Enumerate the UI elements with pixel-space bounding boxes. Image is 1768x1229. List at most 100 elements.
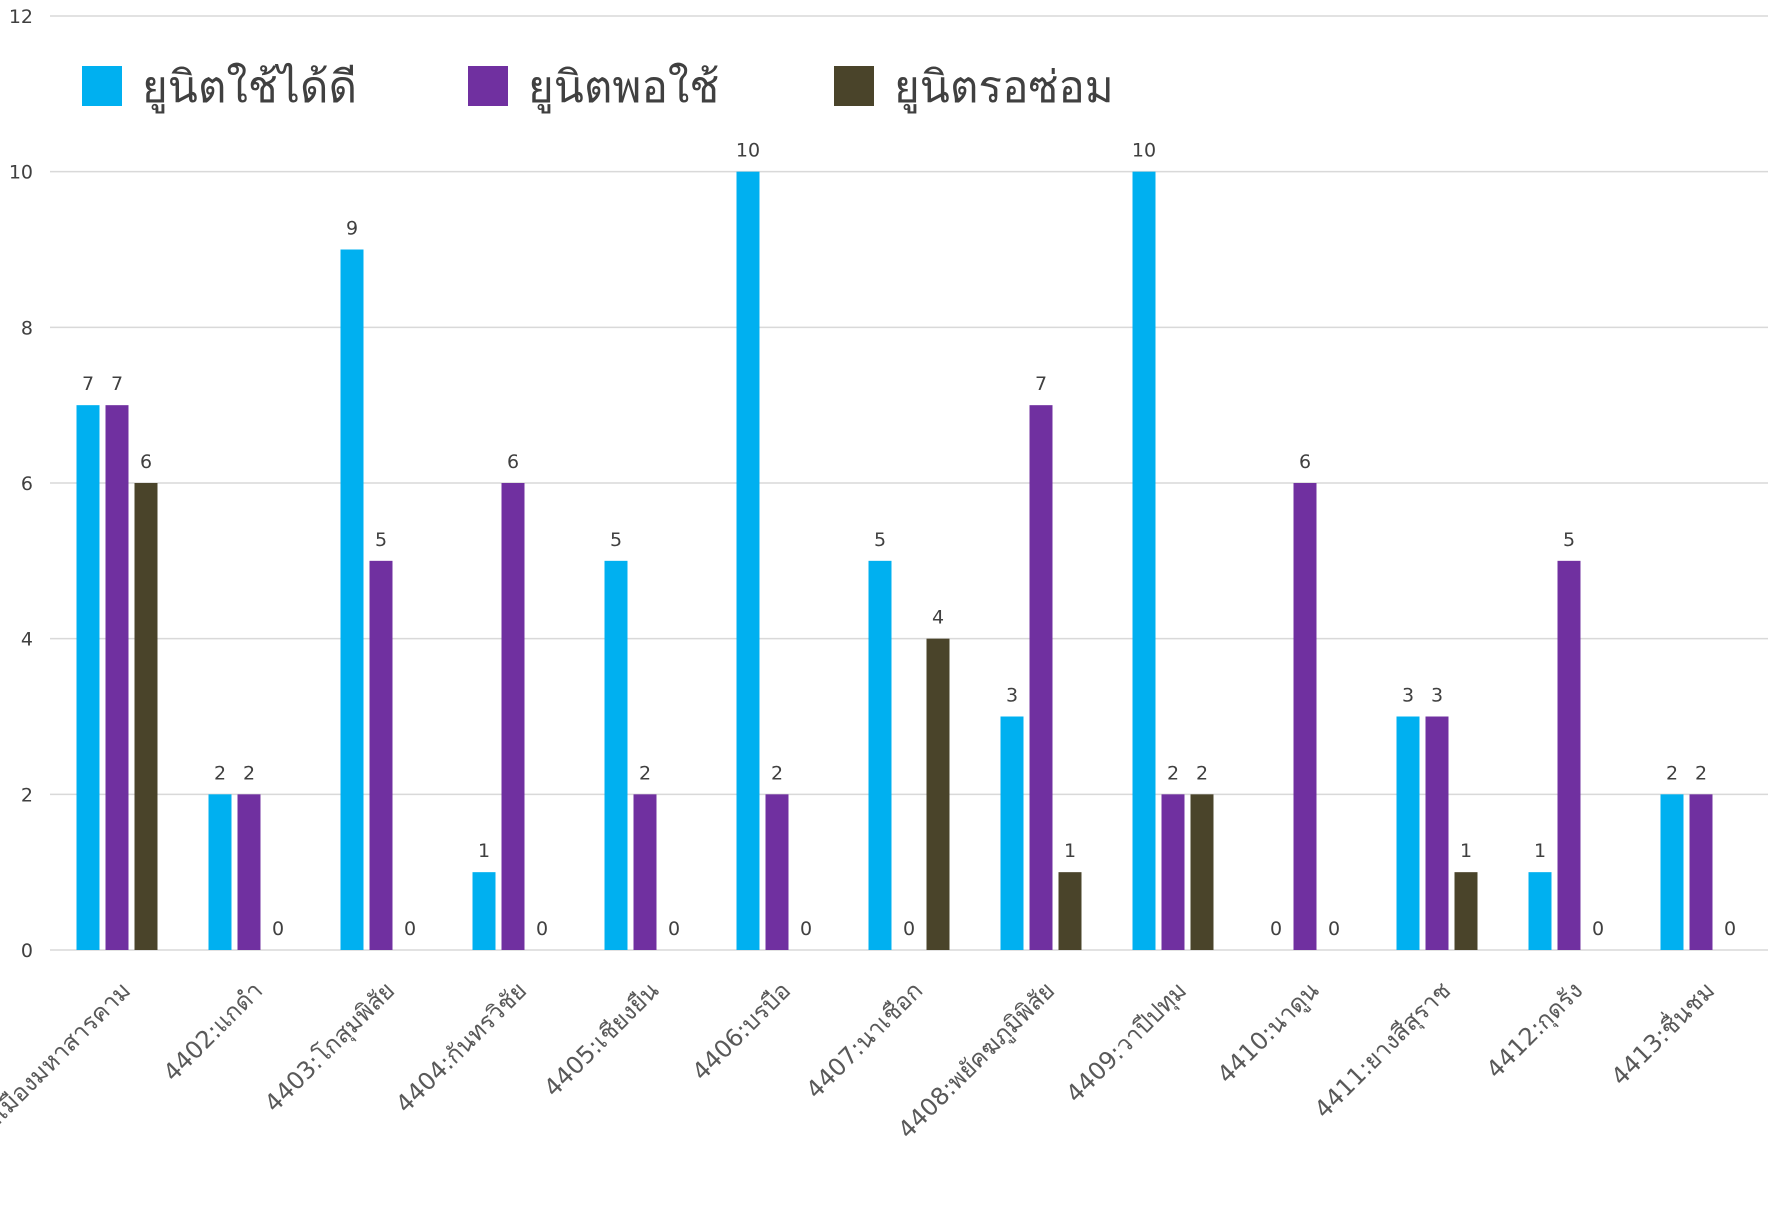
data-label: 5: [1563, 529, 1575, 551]
data-label: 5: [610, 529, 622, 551]
category-label: 4412:กุดรัง: [1481, 976, 1589, 1084]
data-label: 3: [1006, 685, 1018, 707]
data-label: 2: [1167, 762, 1179, 784]
gridlines: [50, 15, 1768, 951]
y-tick-label: 2: [21, 784, 33, 806]
data-label: 6: [140, 451, 152, 473]
data-label: 1: [1534, 840, 1546, 862]
data-label: 2: [1666, 762, 1678, 784]
legend-swatch: [468, 66, 508, 106]
bar: [765, 794, 789, 950]
bar: [472, 872, 496, 950]
bar: [1058, 872, 1082, 950]
bar: [1689, 794, 1713, 950]
data-label: 0: [668, 918, 680, 940]
data-label: 7: [82, 373, 94, 395]
data-label: 2: [771, 762, 783, 784]
y-tick-label: 12: [9, 6, 33, 28]
data-label: 0: [404, 918, 416, 940]
category-labels: 4401:เมืองมหาสารคาม 4402:แกดำ4403:โกสุมพิ…: [0, 974, 1720, 1173]
data-label: 3: [1402, 685, 1414, 707]
data-label: 6: [1299, 451, 1311, 473]
bar: [1132, 171, 1156, 950]
bar: [1396, 716, 1420, 950]
data-label: 2: [1695, 762, 1707, 784]
bar: [501, 483, 525, 950]
bar: [76, 405, 100, 951]
bar: [926, 638, 950, 950]
data-label: 0: [1328, 918, 1340, 940]
data-label: 0: [272, 918, 284, 940]
bar: [340, 249, 364, 950]
category-label: 4409:วาปีปทุม: [1061, 976, 1193, 1108]
data-label: 2: [639, 762, 651, 784]
data-label: 0: [800, 918, 812, 940]
legend-label: ยูนิตพอใช้: [528, 62, 719, 114]
category-label: 4405:เชียงยืน: [538, 976, 664, 1102]
category-label: 4406:บรบือ: [687, 976, 797, 1086]
y-axis-ticks: 0 2 4 6 8 10 12: [9, 6, 33, 962]
bar: [1190, 794, 1214, 950]
legend-label: ยูนิตรอซ่อม: [894, 62, 1114, 114]
legend-swatch: [834, 66, 874, 106]
bar: [868, 560, 892, 950]
data-label: 5: [874, 529, 886, 551]
bar: [1454, 872, 1478, 950]
y-tick-label: 8: [21, 317, 33, 339]
category-label: 4401:เมืองมหาสารคาม: [0, 976, 136, 1173]
bars: [76, 171, 1713, 951]
category-label: 4411:ยางสีสุราช: [1309, 976, 1457, 1124]
data-label: 9: [346, 218, 358, 240]
data-label: 1: [1064, 840, 1076, 862]
data-label: 1: [478, 840, 490, 862]
data-label: 0: [1724, 918, 1736, 940]
category-label: 4410:นาดูน: [1212, 976, 1325, 1089]
data-label: 0: [903, 918, 915, 940]
category-label: 4402:แกดำ: [158, 976, 268, 1086]
bar: [1000, 716, 1024, 950]
y-tick-label: 4: [21, 629, 33, 651]
category-label: 4413:ชื่นชม: [1604, 974, 1721, 1091]
bar: [604, 560, 628, 950]
bar: [1660, 794, 1684, 950]
bar: [208, 794, 232, 950]
y-tick-label: 0: [21, 940, 33, 962]
data-label: 10: [736, 140, 760, 162]
data-label: 7: [111, 373, 123, 395]
bar: [1425, 716, 1449, 950]
bar: [1528, 872, 1552, 950]
data-label: 2: [1196, 762, 1208, 784]
data-label: 1: [1460, 840, 1472, 862]
legend-label: ยูนิตใช้ได้ดี: [142, 62, 357, 114]
data-label: 0: [536, 918, 548, 940]
category-label: 4407:นาเชือก: [801, 976, 929, 1104]
bar: [736, 171, 760, 950]
y-tick-label: 6: [21, 473, 33, 495]
category-label: 4404:กันทรวิชัย: [390, 976, 532, 1118]
data-label: 6: [507, 451, 519, 473]
data-label: 2: [243, 762, 255, 784]
bar: [1557, 560, 1581, 950]
data-label: 5: [375, 529, 387, 551]
bar: [1293, 483, 1317, 950]
data-label: 4: [932, 607, 944, 629]
category-label: 4403:โกสุมพิสัย: [259, 976, 401, 1118]
y-tick-label: 10: [9, 162, 33, 184]
bar: [1029, 405, 1053, 951]
data-label: 3: [1431, 685, 1443, 707]
bar: [369, 560, 393, 950]
data-label: 2: [214, 762, 226, 784]
bar: [1161, 794, 1185, 950]
legend-swatch: [82, 66, 122, 106]
data-label: 0: [1270, 918, 1282, 940]
bar: [237, 794, 261, 950]
data-label: 10: [1132, 140, 1156, 162]
data-label: 0: [1592, 918, 1604, 940]
data-label: 7: [1035, 373, 1047, 395]
legend: ยูนิตใช้ได้ดี ยูนิตพอใช้ ยูนิตรอซ่อม: [82, 62, 1114, 114]
bar: [105, 405, 129, 951]
bar: [633, 794, 657, 950]
bar: [134, 483, 158, 950]
